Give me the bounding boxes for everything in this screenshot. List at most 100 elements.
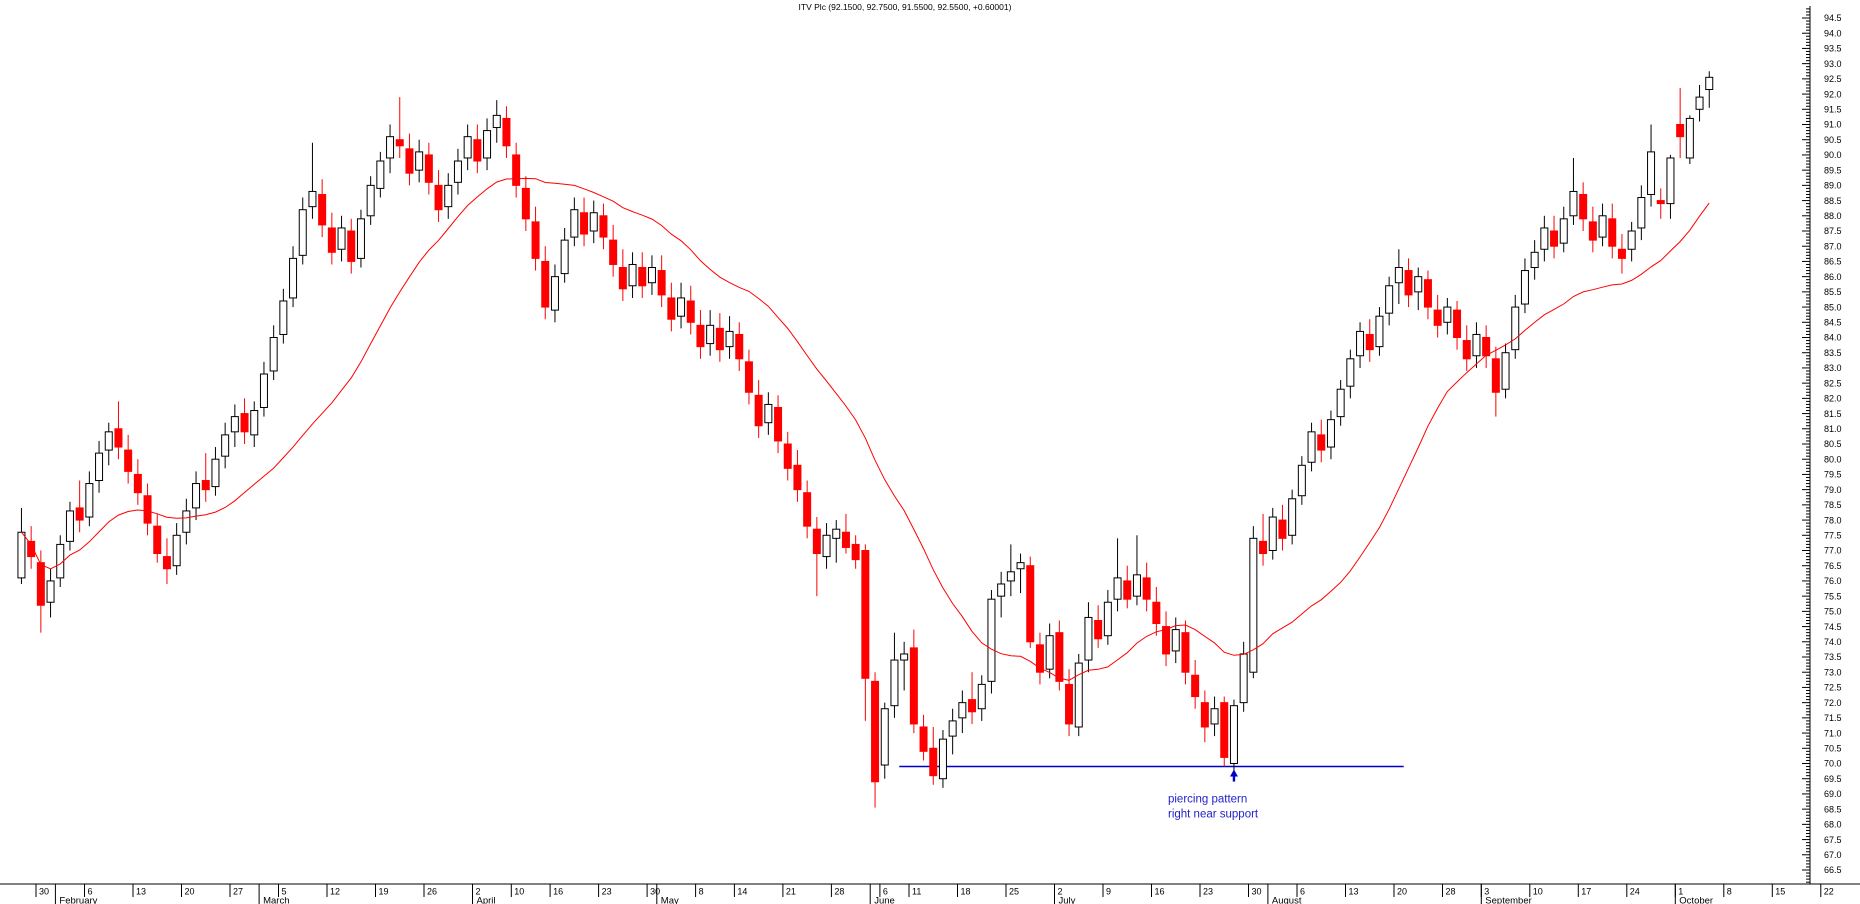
week-tick-label: 26 xyxy=(427,887,437,897)
candle xyxy=(1385,276,1394,326)
svg-text:71.5: 71.5 xyxy=(1824,713,1842,723)
candle xyxy=(550,264,559,323)
svg-text:85.5: 85.5 xyxy=(1824,287,1842,297)
annotation-text-line2: right near support xyxy=(1168,809,1259,821)
candle xyxy=(541,246,550,320)
candle xyxy=(657,255,666,308)
candle xyxy=(560,227,569,283)
month-label: September xyxy=(1485,896,1531,904)
candle xyxy=(861,544,870,721)
svg-text:88.5: 88.5 xyxy=(1824,196,1842,206)
week-tick-label: 23 xyxy=(1203,887,1213,897)
svg-text:68.5: 68.5 xyxy=(1824,804,1842,814)
candle xyxy=(230,404,239,448)
candle xyxy=(250,401,259,448)
svg-text:82.0: 82.0 xyxy=(1824,394,1842,404)
candle xyxy=(880,702,889,779)
candle xyxy=(65,501,74,551)
week-tick-label: 9 xyxy=(1106,887,1111,897)
candle xyxy=(1656,188,1665,219)
candle xyxy=(929,726,938,785)
candle xyxy=(1249,526,1258,679)
svg-text:69.0: 69.0 xyxy=(1824,789,1842,799)
candle xyxy=(1200,690,1209,743)
candle xyxy=(1220,696,1229,767)
svg-text:70.0: 70.0 xyxy=(1824,759,1842,769)
candle xyxy=(192,471,201,521)
candle xyxy=(1346,349,1355,399)
candle xyxy=(259,361,268,417)
svg-text:83.0: 83.0 xyxy=(1824,363,1842,373)
candle xyxy=(744,349,753,405)
candle xyxy=(1103,590,1112,645)
candle xyxy=(1559,206,1568,253)
candle xyxy=(337,215,346,262)
candle xyxy=(114,401,123,460)
candle xyxy=(706,310,715,356)
candle xyxy=(1171,617,1180,664)
week-tick-label: 14 xyxy=(737,887,747,897)
svg-text:94.0: 94.0 xyxy=(1824,28,1842,38)
candle xyxy=(143,483,152,536)
week-tick-label: 28 xyxy=(1446,887,1456,897)
candle xyxy=(1598,203,1607,247)
candle xyxy=(812,517,821,597)
candle xyxy=(1472,322,1481,368)
candle xyxy=(628,252,637,298)
annotation-text-line1: piercing pattern xyxy=(1168,794,1247,806)
svg-text:74.5: 74.5 xyxy=(1824,622,1842,632)
candle xyxy=(201,453,210,502)
candle xyxy=(938,730,947,788)
svg-text:77.0: 77.0 xyxy=(1824,546,1842,556)
candles-layer xyxy=(17,71,1714,808)
week-tick-label: 27 xyxy=(233,887,243,897)
svg-text:70.5: 70.5 xyxy=(1824,743,1842,753)
candle xyxy=(298,197,307,265)
svg-text:80.0: 80.0 xyxy=(1824,454,1842,464)
svg-text:77.5: 77.5 xyxy=(1824,530,1842,540)
candle xyxy=(1229,699,1238,772)
svg-text:93.0: 93.0 xyxy=(1824,59,1842,69)
candle xyxy=(851,535,860,569)
candle xyxy=(1035,632,1044,685)
week-tick-label: 11 xyxy=(912,887,921,897)
week-tick-label: 6 xyxy=(88,887,93,897)
candle xyxy=(890,632,899,718)
candle xyxy=(822,523,831,569)
candle xyxy=(1627,221,1636,262)
candle xyxy=(1482,325,1491,368)
candle xyxy=(1045,623,1054,679)
candle xyxy=(570,197,579,247)
candle xyxy=(386,124,395,174)
week-tick-label: 23 xyxy=(602,887,612,897)
price-axis: 66.5 67.0 67.5 68.0 68.5 69.0 69.5 70.0 70.5 71.0… xyxy=(1802,6,1842,884)
candle xyxy=(735,322,744,371)
week-tick-label: 10 xyxy=(1533,887,1543,897)
candle xyxy=(1288,489,1297,545)
candle xyxy=(1336,380,1345,426)
candle xyxy=(686,285,695,335)
candle xyxy=(376,151,385,198)
week-tick-label: 3 xyxy=(1484,887,1489,897)
week-tick-label: 16 xyxy=(553,887,563,897)
week-tick-label: 20 xyxy=(1397,887,1407,897)
candle xyxy=(1365,319,1374,362)
candle xyxy=(434,170,443,222)
week-tick-label: 20 xyxy=(185,887,195,897)
svg-text:68.0: 68.0 xyxy=(1824,820,1842,830)
candle xyxy=(1162,611,1171,667)
candle xyxy=(1074,653,1083,737)
svg-text:80.5: 80.5 xyxy=(1824,439,1842,449)
month-label: March xyxy=(263,896,289,904)
candle xyxy=(1297,456,1306,505)
candle xyxy=(1181,620,1190,685)
svg-text:81.0: 81.0 xyxy=(1824,424,1842,434)
candle xyxy=(521,176,530,231)
candle xyxy=(987,590,996,694)
svg-text:87.0: 87.0 xyxy=(1824,241,1842,251)
candle xyxy=(269,325,278,381)
svg-text:67.0: 67.0 xyxy=(1824,850,1842,860)
candle xyxy=(221,422,230,469)
svg-text:86.0: 86.0 xyxy=(1824,272,1842,282)
